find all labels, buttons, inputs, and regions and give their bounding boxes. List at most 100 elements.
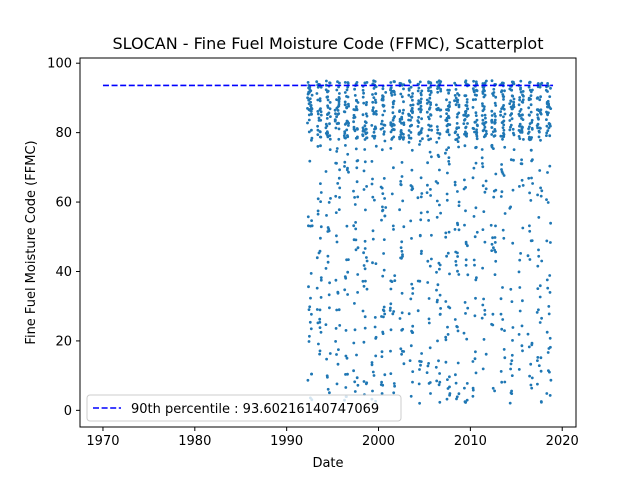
data-point: [536, 82, 540, 85]
data-point: [482, 88, 486, 92]
data-point: [379, 127, 383, 131]
x-axis-label: Date: [312, 456, 343, 471]
data-point: [491, 130, 495, 134]
data-point: [388, 309, 392, 312]
data-point: [393, 279, 397, 282]
data-point: [530, 386, 534, 390]
data-point: [418, 368, 421, 371]
data-point: [429, 81, 432, 84]
data-point: [444, 338, 448, 342]
data-point: [538, 98, 542, 102]
data-point: [306, 96, 309, 100]
data-point: [326, 254, 330, 258]
data-point: [465, 104, 469, 108]
data-point: [436, 181, 440, 185]
data-point: [353, 196, 356, 199]
data-point: [426, 183, 429, 187]
data-point: [454, 373, 457, 377]
data-point: [484, 187, 488, 191]
data-point: [356, 195, 360, 199]
data-point: [444, 231, 448, 235]
data-point: [411, 370, 415, 373]
data-point: [447, 133, 451, 137]
data-point: [476, 124, 479, 128]
data-point: [453, 131, 457, 135]
data-point: [318, 352, 321, 356]
data-point: [446, 171, 449, 175]
data-point: [380, 350, 384, 354]
data-point: [363, 124, 367, 128]
data-point: [337, 137, 341, 141]
data-point: [444, 118, 448, 122]
data-point: [456, 329, 460, 333]
data-point: [445, 124, 449, 128]
data-point: [528, 258, 532, 261]
data-point: [436, 298, 439, 302]
data-point: [538, 321, 542, 324]
data-point: [384, 206, 388, 209]
data-point: [427, 382, 431, 385]
data-point: [530, 239, 534, 243]
data-point: [381, 205, 384, 209]
data-point: [315, 92, 319, 95]
data-point: [428, 107, 431, 111]
data-point: [538, 284, 542, 288]
data-point: [448, 123, 452, 126]
data-point: [438, 108, 442, 112]
data-point: [548, 274, 552, 277]
x-tick-label: 1980: [178, 434, 211, 449]
data-point: [518, 286, 522, 289]
data-point: [510, 80, 514, 84]
data-point: [326, 98, 330, 102]
data-point: [334, 278, 338, 282]
data-point: [474, 371, 478, 375]
data-point: [464, 125, 468, 129]
data-point: [401, 111, 405, 115]
data-point: [390, 136, 394, 140]
data-point: [509, 362, 513, 366]
data-point: [463, 223, 466, 227]
data-point: [464, 401, 467, 404]
data-point: [427, 362, 430, 365]
data-point: [521, 113, 524, 117]
x-axis-ticks: 1970 1980 1990 2000 2010 2020: [86, 427, 579, 449]
data-point: [529, 94, 533, 97]
data-point: [429, 392, 432, 395]
data-point: [418, 279, 422, 283]
data-point: [499, 134, 503, 138]
data-point: [356, 246, 360, 250]
data-point: [374, 144, 378, 148]
data-point: [508, 119, 512, 122]
data-point: [390, 93, 394, 97]
data-point: [400, 117, 404, 121]
data-point: [463, 178, 466, 182]
data-point: [419, 131, 423, 135]
data-point: [475, 276, 478, 280]
data-point: [318, 99, 322, 103]
data-point: [456, 361, 460, 365]
data-point: [457, 273, 461, 276]
data-point: [328, 81, 332, 85]
data-point: [428, 346, 432, 350]
data-point: [511, 339, 514, 342]
data-point: [490, 109, 494, 113]
data-point: [411, 324, 415, 328]
data-point: [400, 161, 404, 164]
data-point: [456, 325, 459, 329]
data-point: [362, 380, 366, 383]
x-tick-label: 1970: [86, 434, 119, 449]
data-point: [365, 136, 368, 140]
data-point: [316, 197, 320, 201]
data-point: [352, 116, 356, 120]
data-point: [448, 392, 452, 395]
data-point: [527, 106, 531, 110]
data-point: [309, 110, 313, 113]
data-point: [547, 126, 551, 130]
data-point: [540, 259, 544, 263]
data-point: [307, 102, 311, 106]
plot-frame: [79, 57, 577, 428]
data-point: [329, 197, 332, 200]
data-point: [429, 194, 432, 197]
data-point: [344, 136, 347, 140]
data-point: [316, 212, 320, 216]
